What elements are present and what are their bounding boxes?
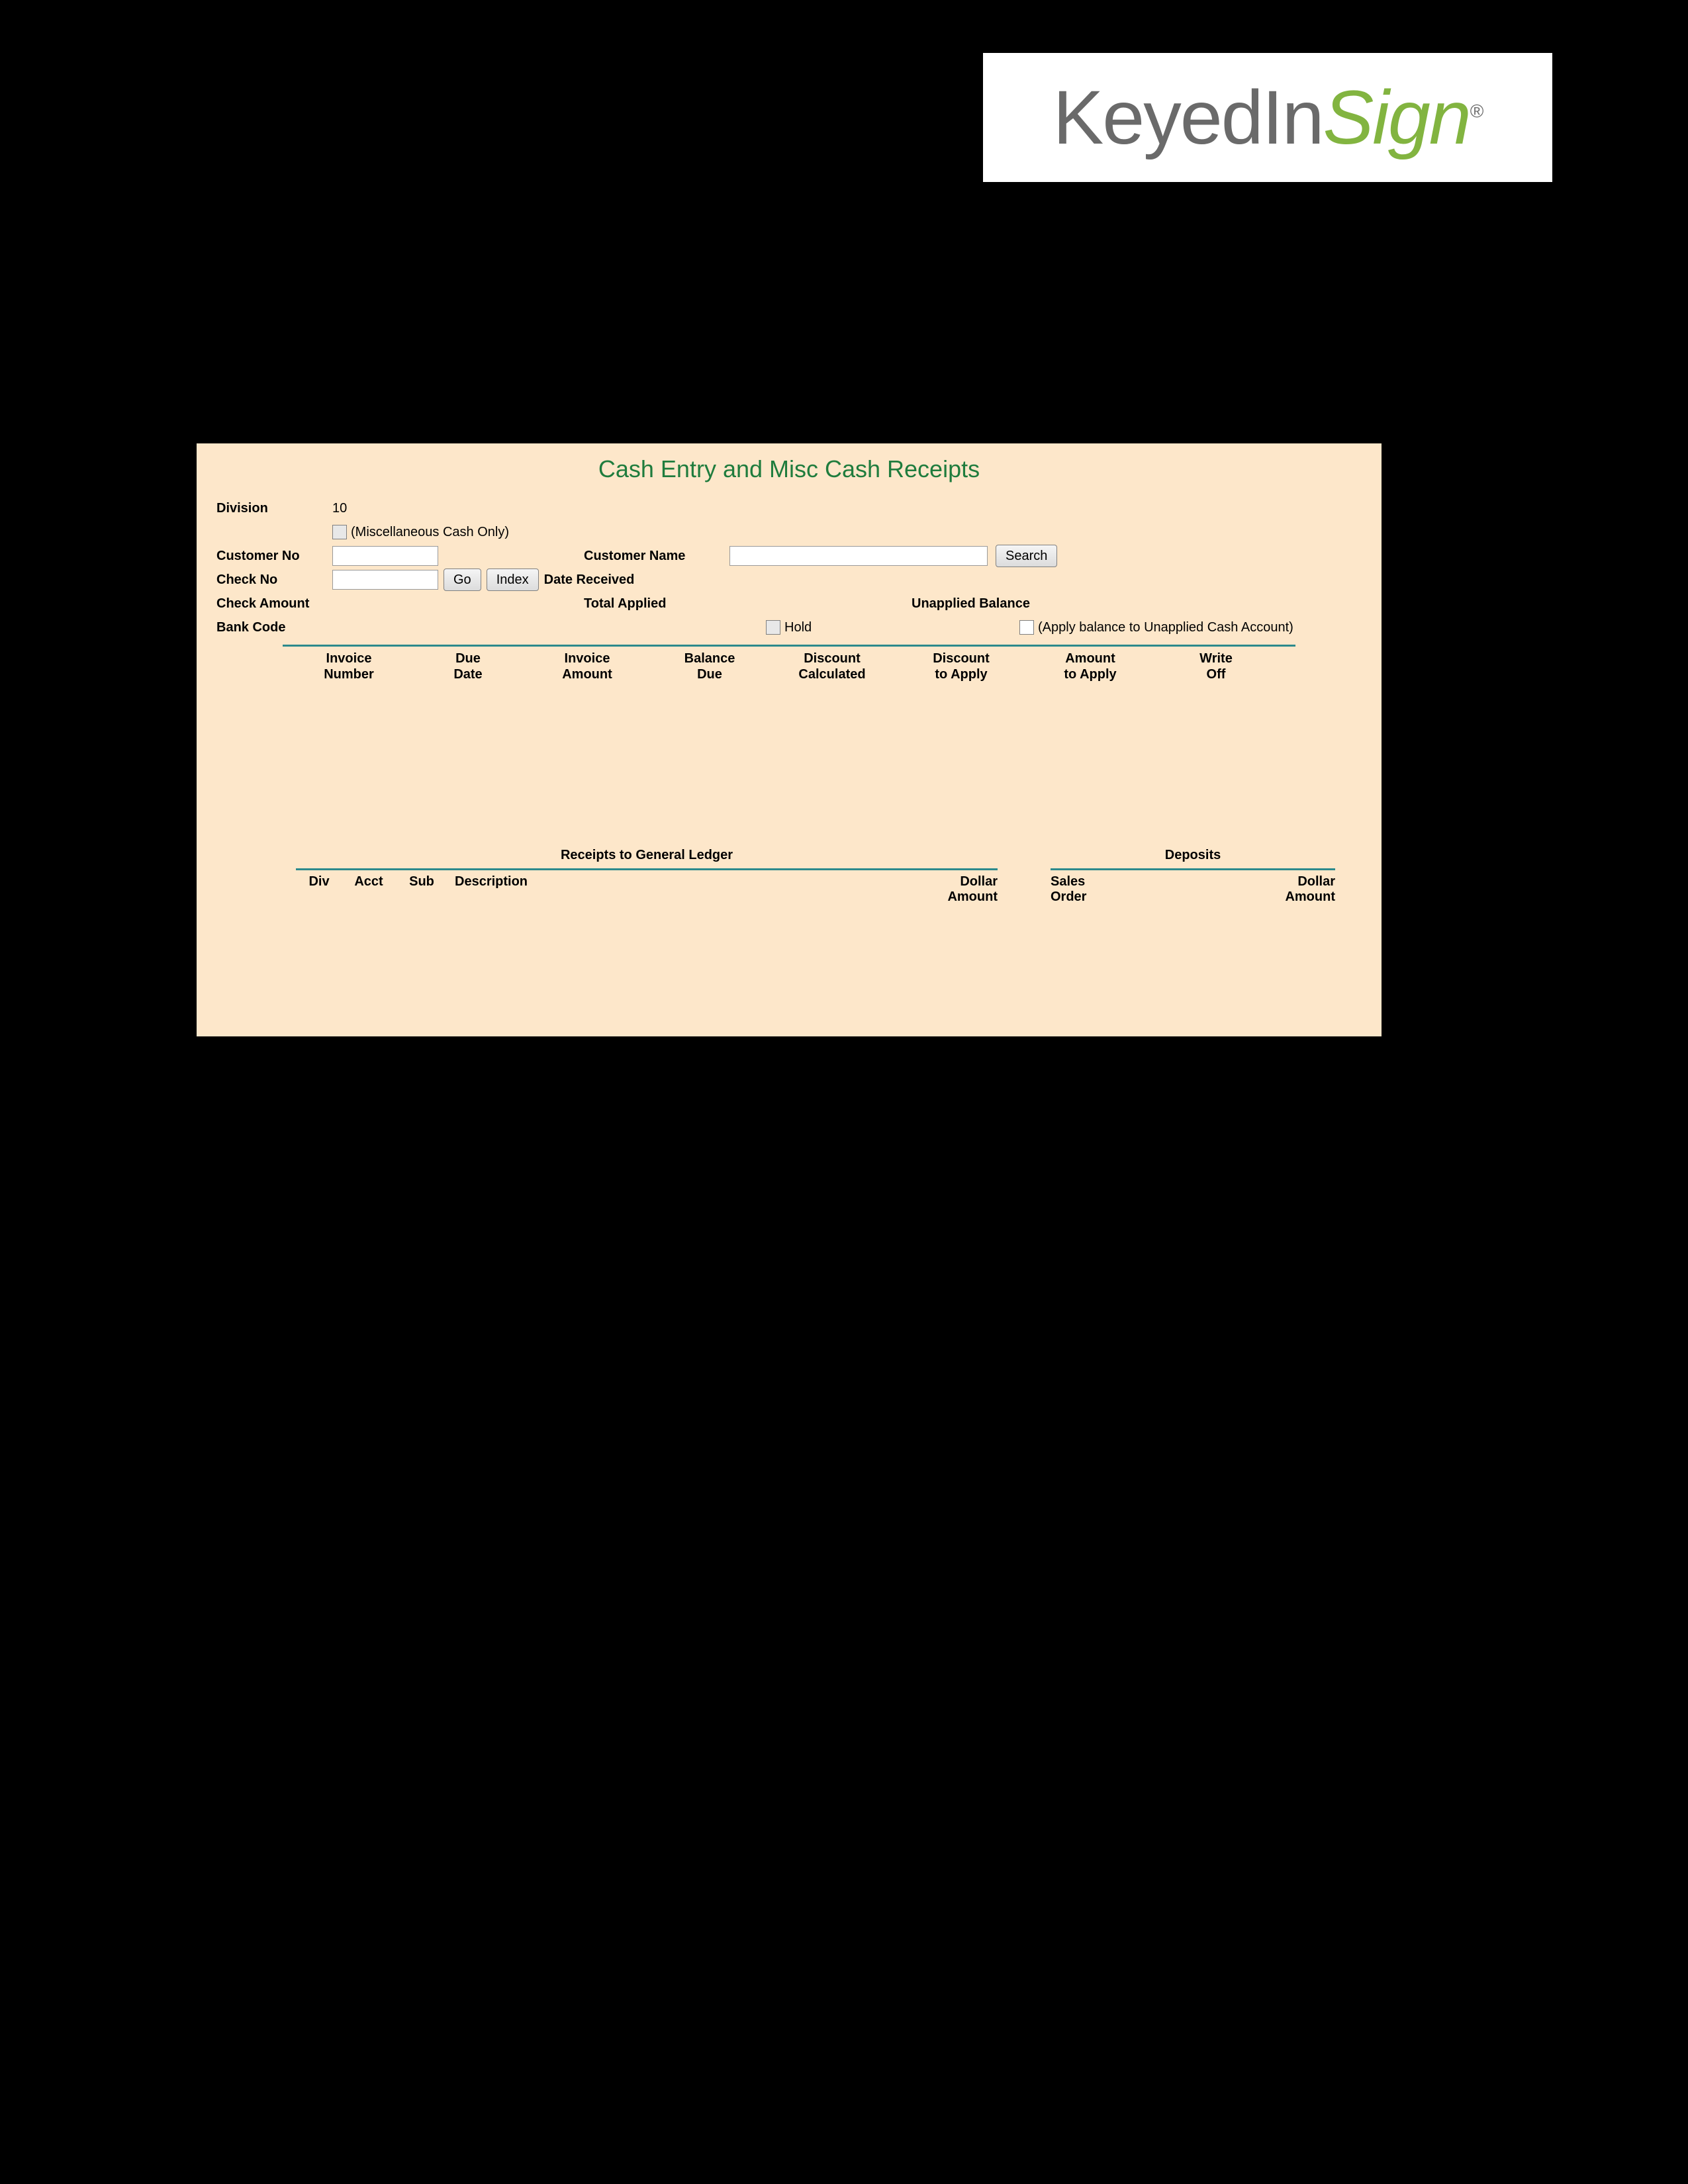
deposits-subpanel: Deposits Sales Order Dollar Amount [1051, 848, 1335, 905]
check-no-input[interactable] [332, 570, 438, 590]
label-division: Division [216, 501, 332, 516]
invoice-column-headers: Invoice Number Due Date Invoice Amount B… [216, 651, 1362, 682]
col-invoice-amount: Invoice Amount [521, 651, 653, 682]
search-button[interactable]: Search [996, 545, 1057, 567]
col-write-off: Write Off [1156, 651, 1276, 682]
go-button[interactable]: Go [444, 569, 481, 591]
logo-box: KeyedInSign® [983, 53, 1552, 182]
logo-part-sign: Sign [1323, 75, 1470, 160]
label-customer-name: Customer Name [584, 549, 729, 564]
row-check-no: Check No Go Index Date Received [216, 568, 1362, 592]
subpanel-row: Receipts to General Ledger Div Acct Sub … [216, 848, 1362, 905]
label-check-no: Check No [216, 572, 332, 588]
gl-title: Receipts to General Ledger [296, 848, 998, 863]
logo-registered-icon: ® [1470, 101, 1483, 121]
col-balance-due: Balance Due [653, 651, 766, 682]
page-title: Cash Entry and Misc Cash Receipts [216, 455, 1362, 483]
col-amount-to-apply: Amount to Apply [1024, 651, 1156, 682]
gl-col-div: Div [296, 874, 342, 905]
deposits-headers: Sales Order Dollar Amount [1051, 874, 1335, 905]
label-unapplied-balance: Unapplied Balance [912, 596, 1030, 612]
label-hold: Hold [784, 620, 1019, 635]
gl-headers: Div Acct Sub Description Dollar Amount [296, 874, 998, 905]
deposits-title: Deposits [1051, 848, 1335, 863]
logo-part-in: In [1262, 75, 1323, 160]
label-customer-no: Customer No [216, 549, 332, 564]
hold-checkbox[interactable] [766, 620, 780, 635]
row-misc-only: (Miscellaneous Cash Only) [216, 520, 1362, 544]
label-misc-only: (Miscellaneous Cash Only) [351, 525, 509, 540]
dep-col-sales-order: Sales Order [1051, 874, 1243, 905]
deposits-separator [1051, 868, 1335, 870]
cash-entry-panel: Cash Entry and Misc Cash Receipts Divisi… [197, 443, 1382, 1036]
label-total-applied: Total Applied [584, 596, 912, 612]
col-invoice-number: Invoice Number [283, 651, 415, 682]
logo-part-keyed: Keyed [1053, 75, 1262, 160]
logo-text: KeyedInSign® [1053, 74, 1483, 161]
gl-col-dollar-amount: Dollar Amount [905, 874, 998, 905]
index-button[interactable]: Index [487, 569, 539, 591]
label-date-received: Date Received [544, 572, 635, 588]
col-discount-calculated: Discount Calculated [766, 651, 898, 682]
gl-subpanel: Receipts to General Ledger Div Acct Sub … [296, 848, 998, 905]
row-customer: Customer No Customer Name Search [216, 544, 1362, 568]
gl-col-acct: Acct [342, 874, 395, 905]
row-bank-hold: Bank Code Hold (Apply balance to Unappli… [216, 615, 1362, 639]
misc-only-checkbox[interactable] [332, 525, 347, 539]
gl-col-description: Description [448, 874, 905, 905]
label-bank-code: Bank Code [216, 620, 332, 635]
separator-top [283, 645, 1295, 647]
customer-name-input[interactable] [729, 546, 988, 566]
gl-col-sub: Sub [395, 874, 448, 905]
col-discount-to-apply: Discount to Apply [898, 651, 1024, 682]
label-check-amount: Check Amount [216, 596, 332, 612]
row-division: Division 10 [216, 496, 1362, 520]
col-due-date: Due Date [415, 651, 521, 682]
row-amounts: Check Amount Total Applied Unapplied Bal… [216, 592, 1362, 615]
customer-no-input[interactable] [332, 546, 438, 566]
apply-balance-checkbox[interactable] [1019, 620, 1034, 635]
dep-col-dollar-amount: Dollar Amount [1243, 874, 1335, 905]
label-apply-balance: (Apply balance to Unapplied Cash Account… [1038, 620, 1293, 635]
value-division: 10 [332, 501, 347, 516]
gl-separator [296, 868, 998, 870]
